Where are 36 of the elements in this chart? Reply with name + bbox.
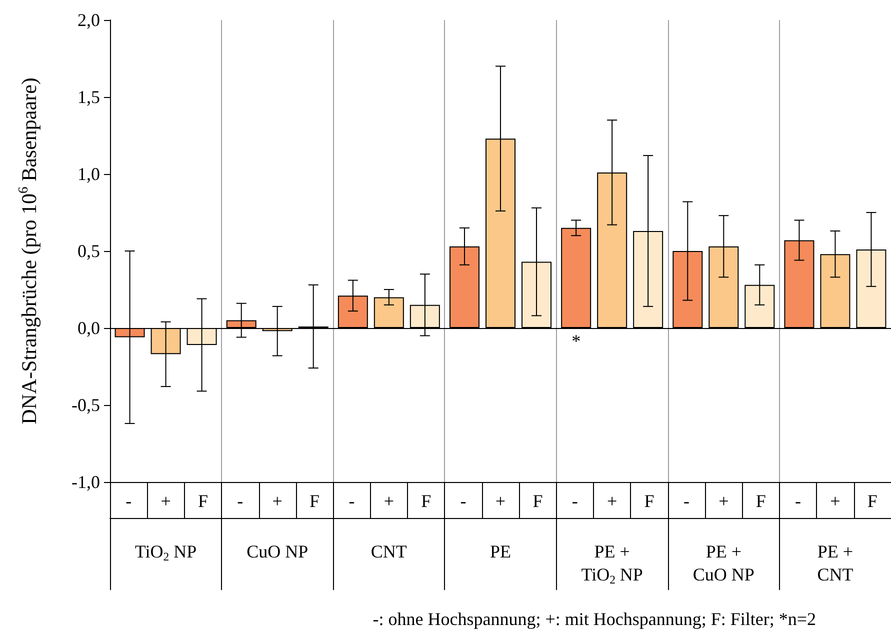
text: - — [795, 491, 802, 511]
y-tick-label: 1,5 — [78, 87, 100, 107]
legend-label: + — [160, 491, 171, 511]
text: + — [606, 491, 618, 511]
text: + — [718, 491, 729, 511]
text: F — [644, 491, 654, 511]
text: - — [460, 491, 466, 511]
y-tick-label: 2,0 — [78, 10, 100, 30]
x-tick-label: PE — [490, 542, 512, 562]
text: - — [126, 491, 132, 511]
y-tick-label: 0,0 — [78, 318, 100, 338]
legend-label: F — [198, 491, 208, 511]
text: - — [572, 491, 578, 511]
y-tick-label: -0,5 — [72, 395, 100, 415]
text: F — [867, 491, 878, 511]
y-tick-label: -1,0 — [72, 472, 100, 492]
text: - — [348, 491, 355, 511]
y-axis-title: DNA-Strangbrüche (pro 106 Basenpaare) — [16, 78, 41, 424]
text: F — [756, 491, 766, 511]
text: F — [310, 491, 320, 511]
legend-label: - — [237, 491, 244, 511]
text: + — [272, 491, 282, 511]
text: F — [421, 491, 432, 511]
x-tick-label: CuO NP — [246, 542, 308, 562]
y-tick-label: 1,0 — [78, 164, 100, 184]
y-tick-label: 0,5 — [78, 241, 100, 261]
text: + — [495, 491, 506, 511]
text: - — [683, 491, 690, 511]
x-tick-label: CNT — [370, 542, 407, 562]
x-tick-label: PE + CuO NP — [692, 542, 754, 584]
x-tick-label: PE + CNT — [817, 542, 854, 584]
text: -: ohne Hochspannung; +: mit Hochspannung; F: Filter; *n=2 — [372, 609, 816, 629]
text: + — [830, 491, 840, 511]
text: + — [384, 491, 394, 511]
text: F — [532, 491, 543, 511]
data-label: * — [572, 331, 581, 351]
